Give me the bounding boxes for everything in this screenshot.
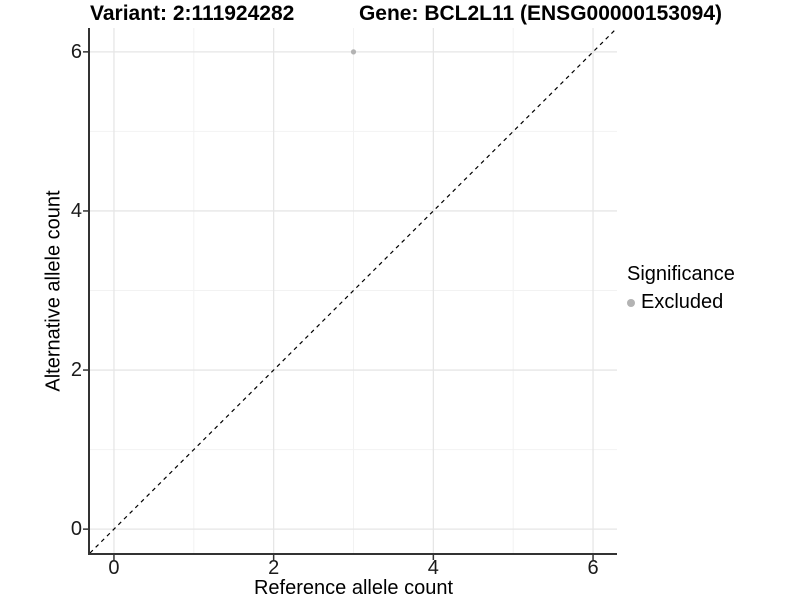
x-tick-label: 0 <box>108 557 120 579</box>
y-tick-label: 0 <box>70 518 82 541</box>
legend-item-excluded: Excluded <box>627 291 735 314</box>
legend-item-label: Excluded <box>641 291 724 313</box>
variant-title: Variant: 2:111924282 <box>90 2 295 25</box>
x-tick-label: 6 <box>587 557 599 579</box>
x-tick-label: 4 <box>427 557 439 579</box>
y-tick-label: 4 <box>70 199 82 222</box>
legend-title: Significance <box>627 263 735 285</box>
legend: Significance Excluded <box>627 263 735 314</box>
plot-title: Variant: 2:111924282 Gene: BCL2L11 (ENSG… <box>90 2 722 26</box>
y-axis-title: Alternative allele count <box>42 190 65 392</box>
y-tick-label: 2 <box>70 359 82 382</box>
x-axis-title: Reference allele count <box>253 577 453 599</box>
excluded-point-icon <box>627 298 635 307</box>
y-tick-label: 6 <box>70 40 82 63</box>
identity-line <box>89 27 618 554</box>
gene-title: Gene: BCL2L11 (ENSG00000153094) <box>358 2 722 25</box>
data-point <box>350 49 357 55</box>
x-tick-label: 2 <box>268 557 280 579</box>
